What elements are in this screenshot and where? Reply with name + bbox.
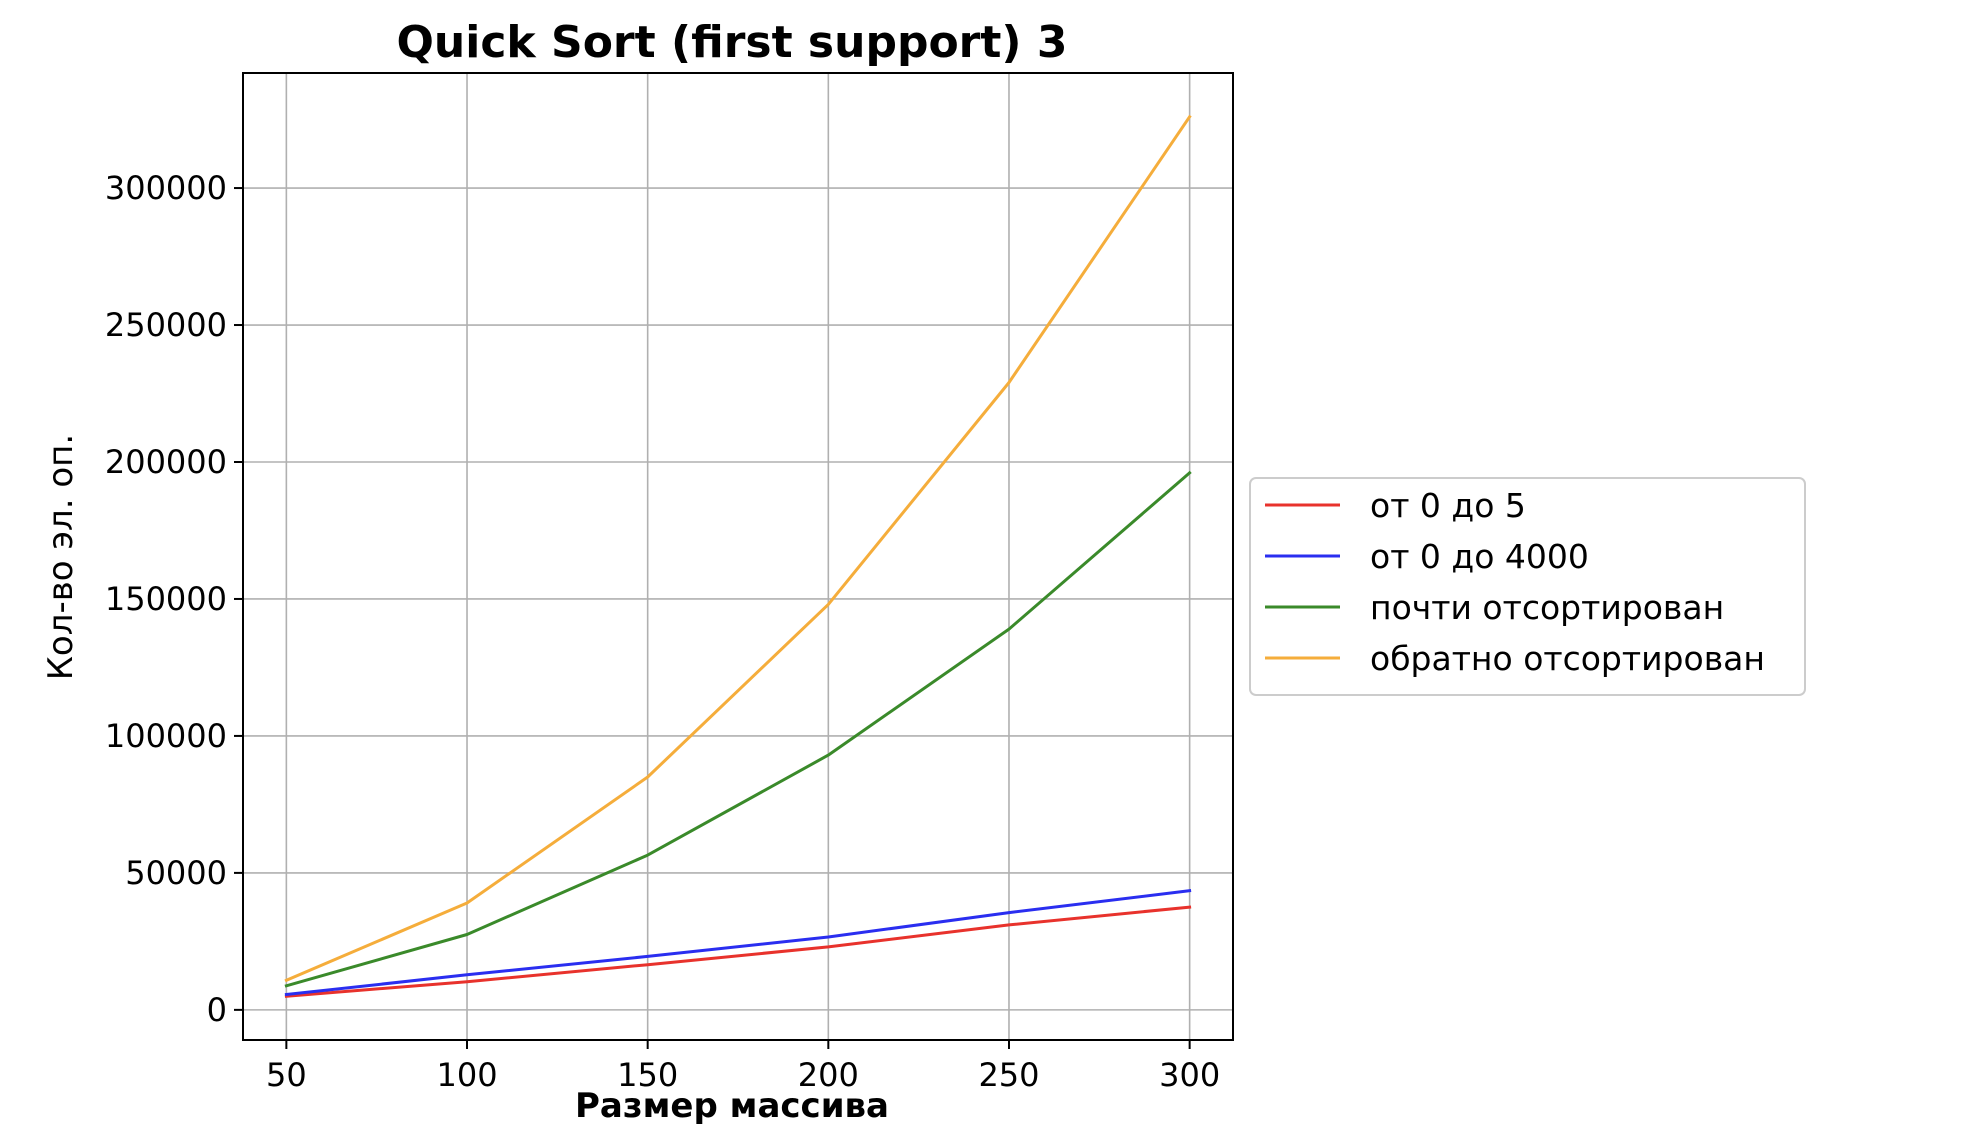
legend: от 0 до 5 от 0 до 4000 почти отсортирован о…	[1249, 477, 1806, 696]
x-tick-label: 250	[978, 1056, 1039, 1094]
y-tick-label: 150000	[105, 580, 227, 618]
y-axis-label: Кол-во эл. оп.	[41, 434, 81, 680]
x-axis-label: Размер массива	[575, 1086, 889, 1126]
series-line	[284, 114, 1192, 983]
x-tick-label: 200	[798, 1056, 859, 1094]
legend-label: от 0 до 4000	[1370, 537, 1589, 576]
y-tick-label: 200000	[105, 443, 227, 481]
legend-frame	[1249, 477, 1806, 696]
series-line	[284, 905, 1192, 998]
legend-item: почти отсортирован	[1265, 588, 1724, 627]
x-tick-label: 300	[1159, 1056, 1220, 1094]
x-tick-label: 150	[617, 1056, 678, 1094]
axis-ticks: 50 100 150 200 250 300 0 50000 100000 150000 20000…	[105, 169, 1220, 1094]
y-tick-label: 300000	[105, 169, 227, 207]
plot-frame	[242, 72, 1234, 1041]
legend-label: обратно отсортирован	[1370, 639, 1765, 678]
legend-item: от 0 до 5	[1265, 486, 1526, 525]
legend-item: обратно отсортирован	[1265, 639, 1765, 678]
grid	[243, 73, 1233, 1040]
legend-label: от 0 до 5	[1370, 486, 1526, 525]
series-lines	[284, 114, 1192, 998]
y-tick-label: 250000	[105, 306, 227, 344]
chart-title: Quick Sort (first support) 3	[397, 17, 1068, 68]
series-line	[284, 470, 1192, 988]
legend-item: от 0 до 4000	[1265, 537, 1589, 576]
y-tick-label: 100000	[105, 717, 227, 755]
y-tick-label: 50000	[125, 854, 227, 892]
series-line	[284, 889, 1192, 997]
y-tick-label: 0	[207, 991, 227, 1029]
legend-label: почти отсортирован	[1370, 588, 1724, 627]
x-tick-label: 100	[436, 1056, 497, 1094]
x-tick-label: 50	[266, 1056, 307, 1094]
